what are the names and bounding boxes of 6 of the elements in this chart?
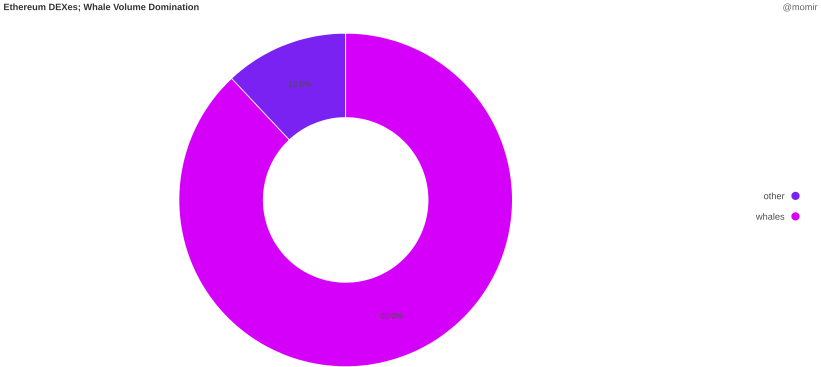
data-label: 12.0% xyxy=(288,81,312,88)
legend-label: other xyxy=(764,192,785,200)
text: Ethereum DEXes; Whale Volume Domination xyxy=(4,3,199,12)
text: @momir xyxy=(783,3,818,12)
legend-label: whales xyxy=(756,212,784,220)
data-label: 88.0% xyxy=(380,312,403,319)
